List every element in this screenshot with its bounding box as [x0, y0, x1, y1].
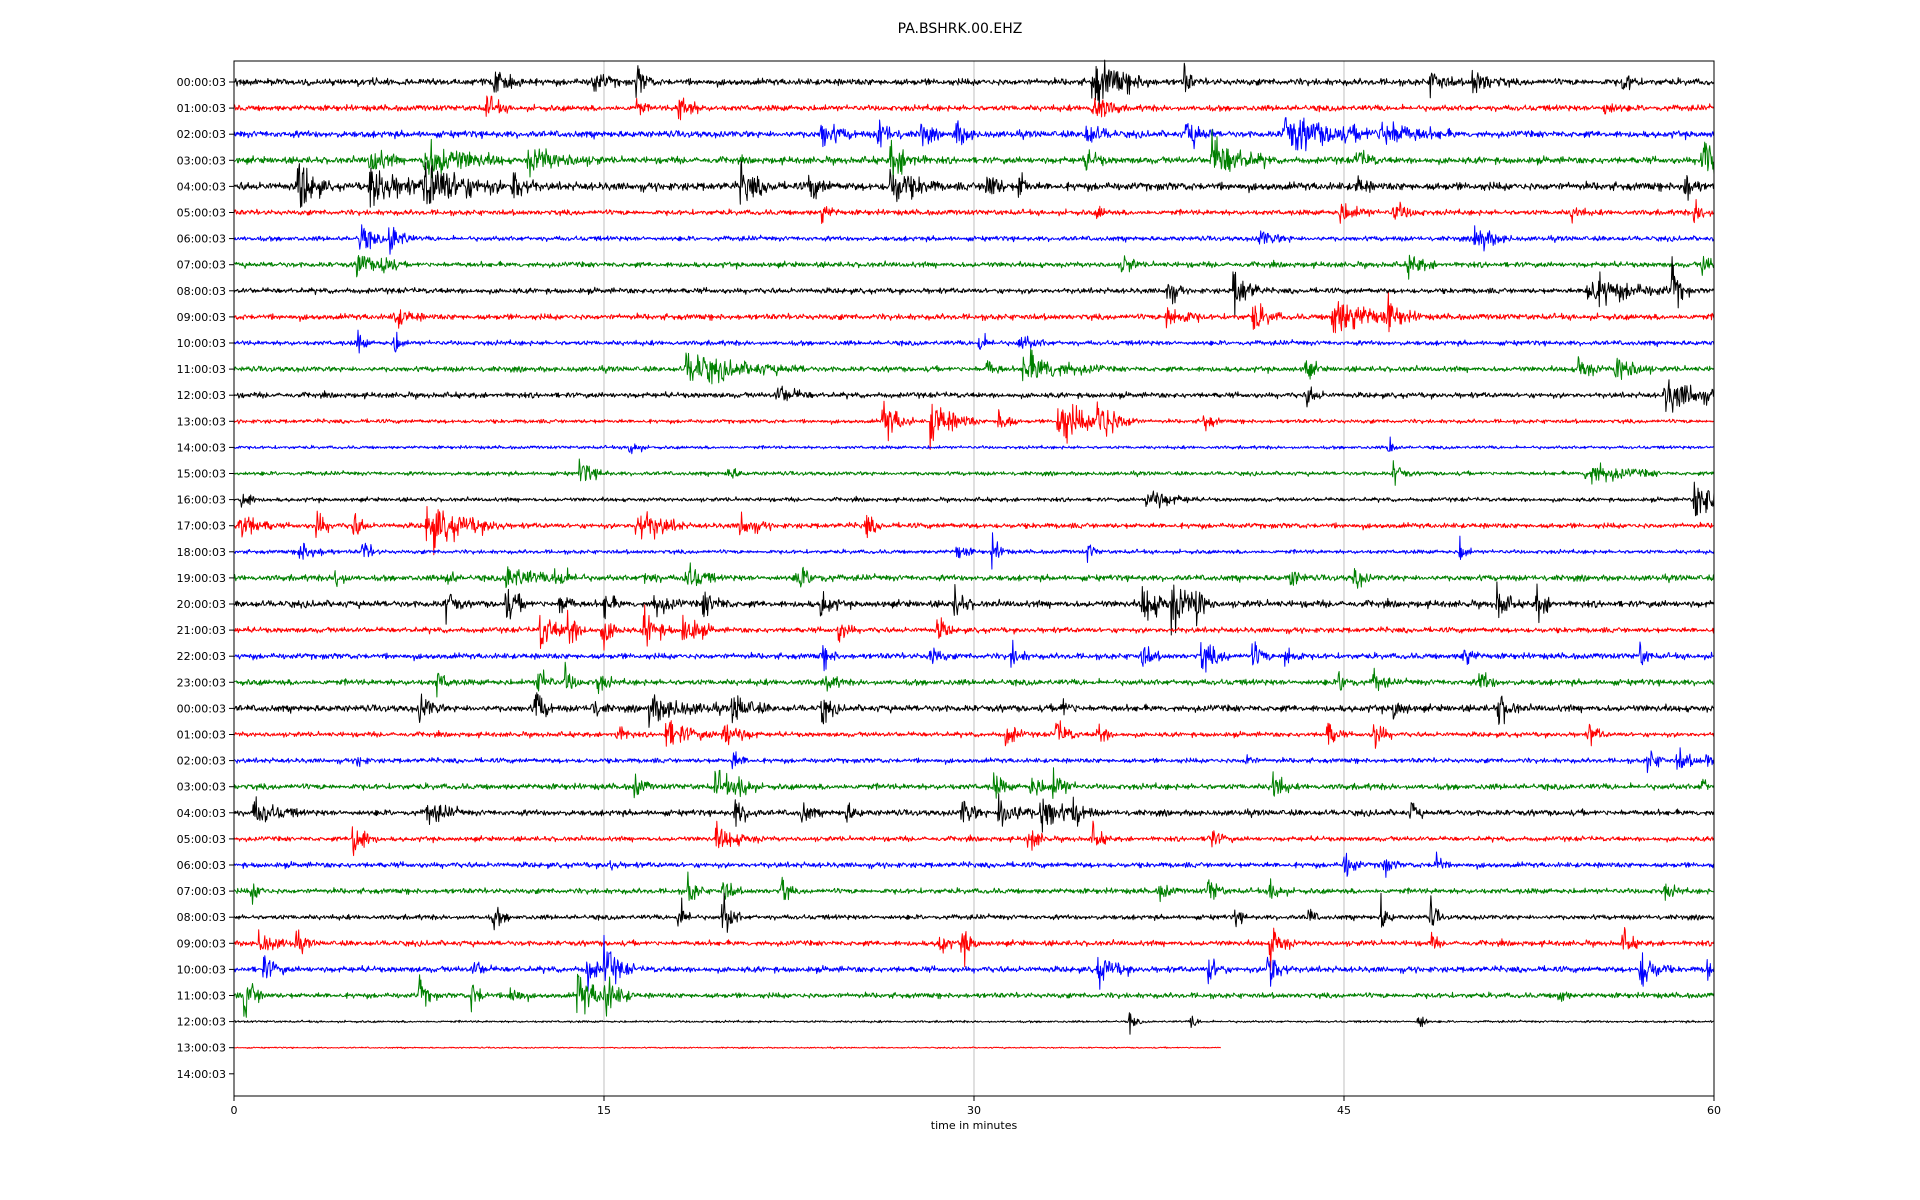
trace-row-33	[233, 927, 1715, 971]
trace-row-20	[233, 581, 1715, 636]
row-label-20: 20:00:03	[177, 598, 226, 611]
row-label-28: 04:00:03	[177, 807, 226, 820]
row-label-14: 14:00:03	[177, 441, 226, 454]
x-tick-label-0: 0	[231, 1104, 238, 1117]
trace-row-9	[233, 292, 1715, 334]
trace-row-11	[233, 348, 1715, 385]
row-label-1: 01:00:03	[177, 102, 226, 115]
trace-row-23	[233, 661, 1715, 698]
row-label-32: 08:00:03	[177, 911, 226, 924]
row-label-3: 03:00:03	[177, 154, 226, 167]
row-label-10: 10:00:03	[177, 337, 226, 350]
x-tick-label-1: 15	[597, 1104, 611, 1117]
trace-row-37	[233, 1046, 1222, 1050]
row-label-25: 01:00:03	[177, 729, 226, 742]
row-label-34: 10:00:03	[177, 963, 226, 976]
x-tick-label-4: 60	[1707, 1104, 1721, 1117]
row-label-30: 06:00:03	[177, 859, 226, 872]
row-label-5: 05:00:03	[177, 207, 226, 220]
row-label-23: 23:00:03	[177, 676, 226, 689]
trace-row-14	[233, 436, 1715, 455]
x-tick-label-3: 45	[1337, 1104, 1351, 1117]
row-label-0: 00:00:03	[177, 76, 226, 89]
trace-row-18	[233, 532, 1715, 570]
trace-row-35	[233, 973, 1715, 1018]
row-label-17: 17:00:03	[177, 520, 226, 533]
row-label-12: 12:00:03	[177, 389, 226, 402]
trace-row-8	[233, 256, 1715, 318]
trace-row-24	[233, 692, 1715, 728]
row-label-38: 14:00:03	[177, 1068, 226, 1081]
row-label-2: 02:00:03	[177, 128, 226, 141]
trace-row-13	[233, 400, 1715, 450]
row-label-11: 11:00:03	[177, 363, 226, 376]
trace-row-22	[233, 639, 1714, 673]
trace-row-29	[233, 820, 1715, 857]
trace-row-15	[233, 458, 1715, 486]
row-time-labels: 00:00:03 01:00:03 02:00:03 03:00:03 04:00:03…	[177, 76, 234, 1081]
trace-row-4	[233, 160, 1715, 208]
trace-row-10	[233, 329, 1715, 354]
row-label-24: 00:00:03	[177, 702, 226, 715]
trace-row-0	[233, 59, 1715, 110]
trace-row-1	[233, 95, 1715, 121]
row-label-36: 12:00:03	[177, 1016, 226, 1029]
trace-row-25	[233, 720, 1715, 749]
trace-row-28	[233, 793, 1715, 833]
chart-title: PA.BSHRK.00.EHZ	[897, 21, 1023, 37]
trace-row-19	[233, 562, 1715, 589]
trace-row-6	[233, 224, 1715, 255]
trace-row-3	[234, 129, 1715, 182]
row-label-8: 08:00:03	[177, 285, 226, 298]
row-label-29: 05:00:03	[177, 833, 226, 846]
trace-row-16	[233, 481, 1715, 517]
row-label-6: 06:00:03	[177, 233, 226, 246]
row-label-35: 11:00:03	[177, 990, 226, 1003]
trace-row-27	[233, 767, 1715, 799]
trace-row-34	[233, 934, 1715, 992]
row-label-22: 22:00:03	[177, 650, 226, 663]
row-label-31: 07:00:03	[177, 885, 226, 898]
trace-row-36	[233, 1012, 1715, 1035]
row-label-27: 03:00:03	[177, 781, 226, 794]
trace-row-26	[233, 747, 1715, 774]
x-axis-label: time in minutes	[930, 1119, 1018, 1132]
row-label-18: 18:00:03	[177, 546, 226, 559]
row-label-16: 16:00:03	[177, 494, 226, 507]
row-label-9: 09:00:03	[177, 311, 226, 324]
trace-row-7	[233, 254, 1715, 280]
row-label-21: 21:00:03	[177, 624, 226, 637]
row-label-4: 04:00:03	[177, 180, 226, 193]
trace-row-2	[233, 117, 1715, 152]
row-label-26: 02:00:03	[177, 755, 226, 768]
trace-row-17	[233, 506, 1715, 556]
trace-row-30	[233, 851, 1715, 878]
trace-row-31	[233, 871, 1715, 905]
trace-row-32	[233, 892, 1715, 933]
trace-row-12	[233, 379, 1715, 413]
trace-row-21	[233, 604, 1715, 651]
trace-rows	[233, 59, 1715, 1050]
row-label-13: 13:00:03	[177, 415, 226, 428]
row-label-15: 15:00:03	[177, 468, 226, 481]
row-label-33: 09:00:03	[177, 937, 226, 950]
row-label-19: 19:00:03	[177, 572, 226, 585]
row-label-37: 13:00:03	[177, 1042, 226, 1055]
x-axis-ticks: 0 15 30 45 60	[231, 1096, 1721, 1117]
x-tick-label-2: 30	[967, 1104, 981, 1117]
trace-row-5	[233, 199, 1715, 224]
row-label-7: 07:00:03	[177, 259, 226, 272]
